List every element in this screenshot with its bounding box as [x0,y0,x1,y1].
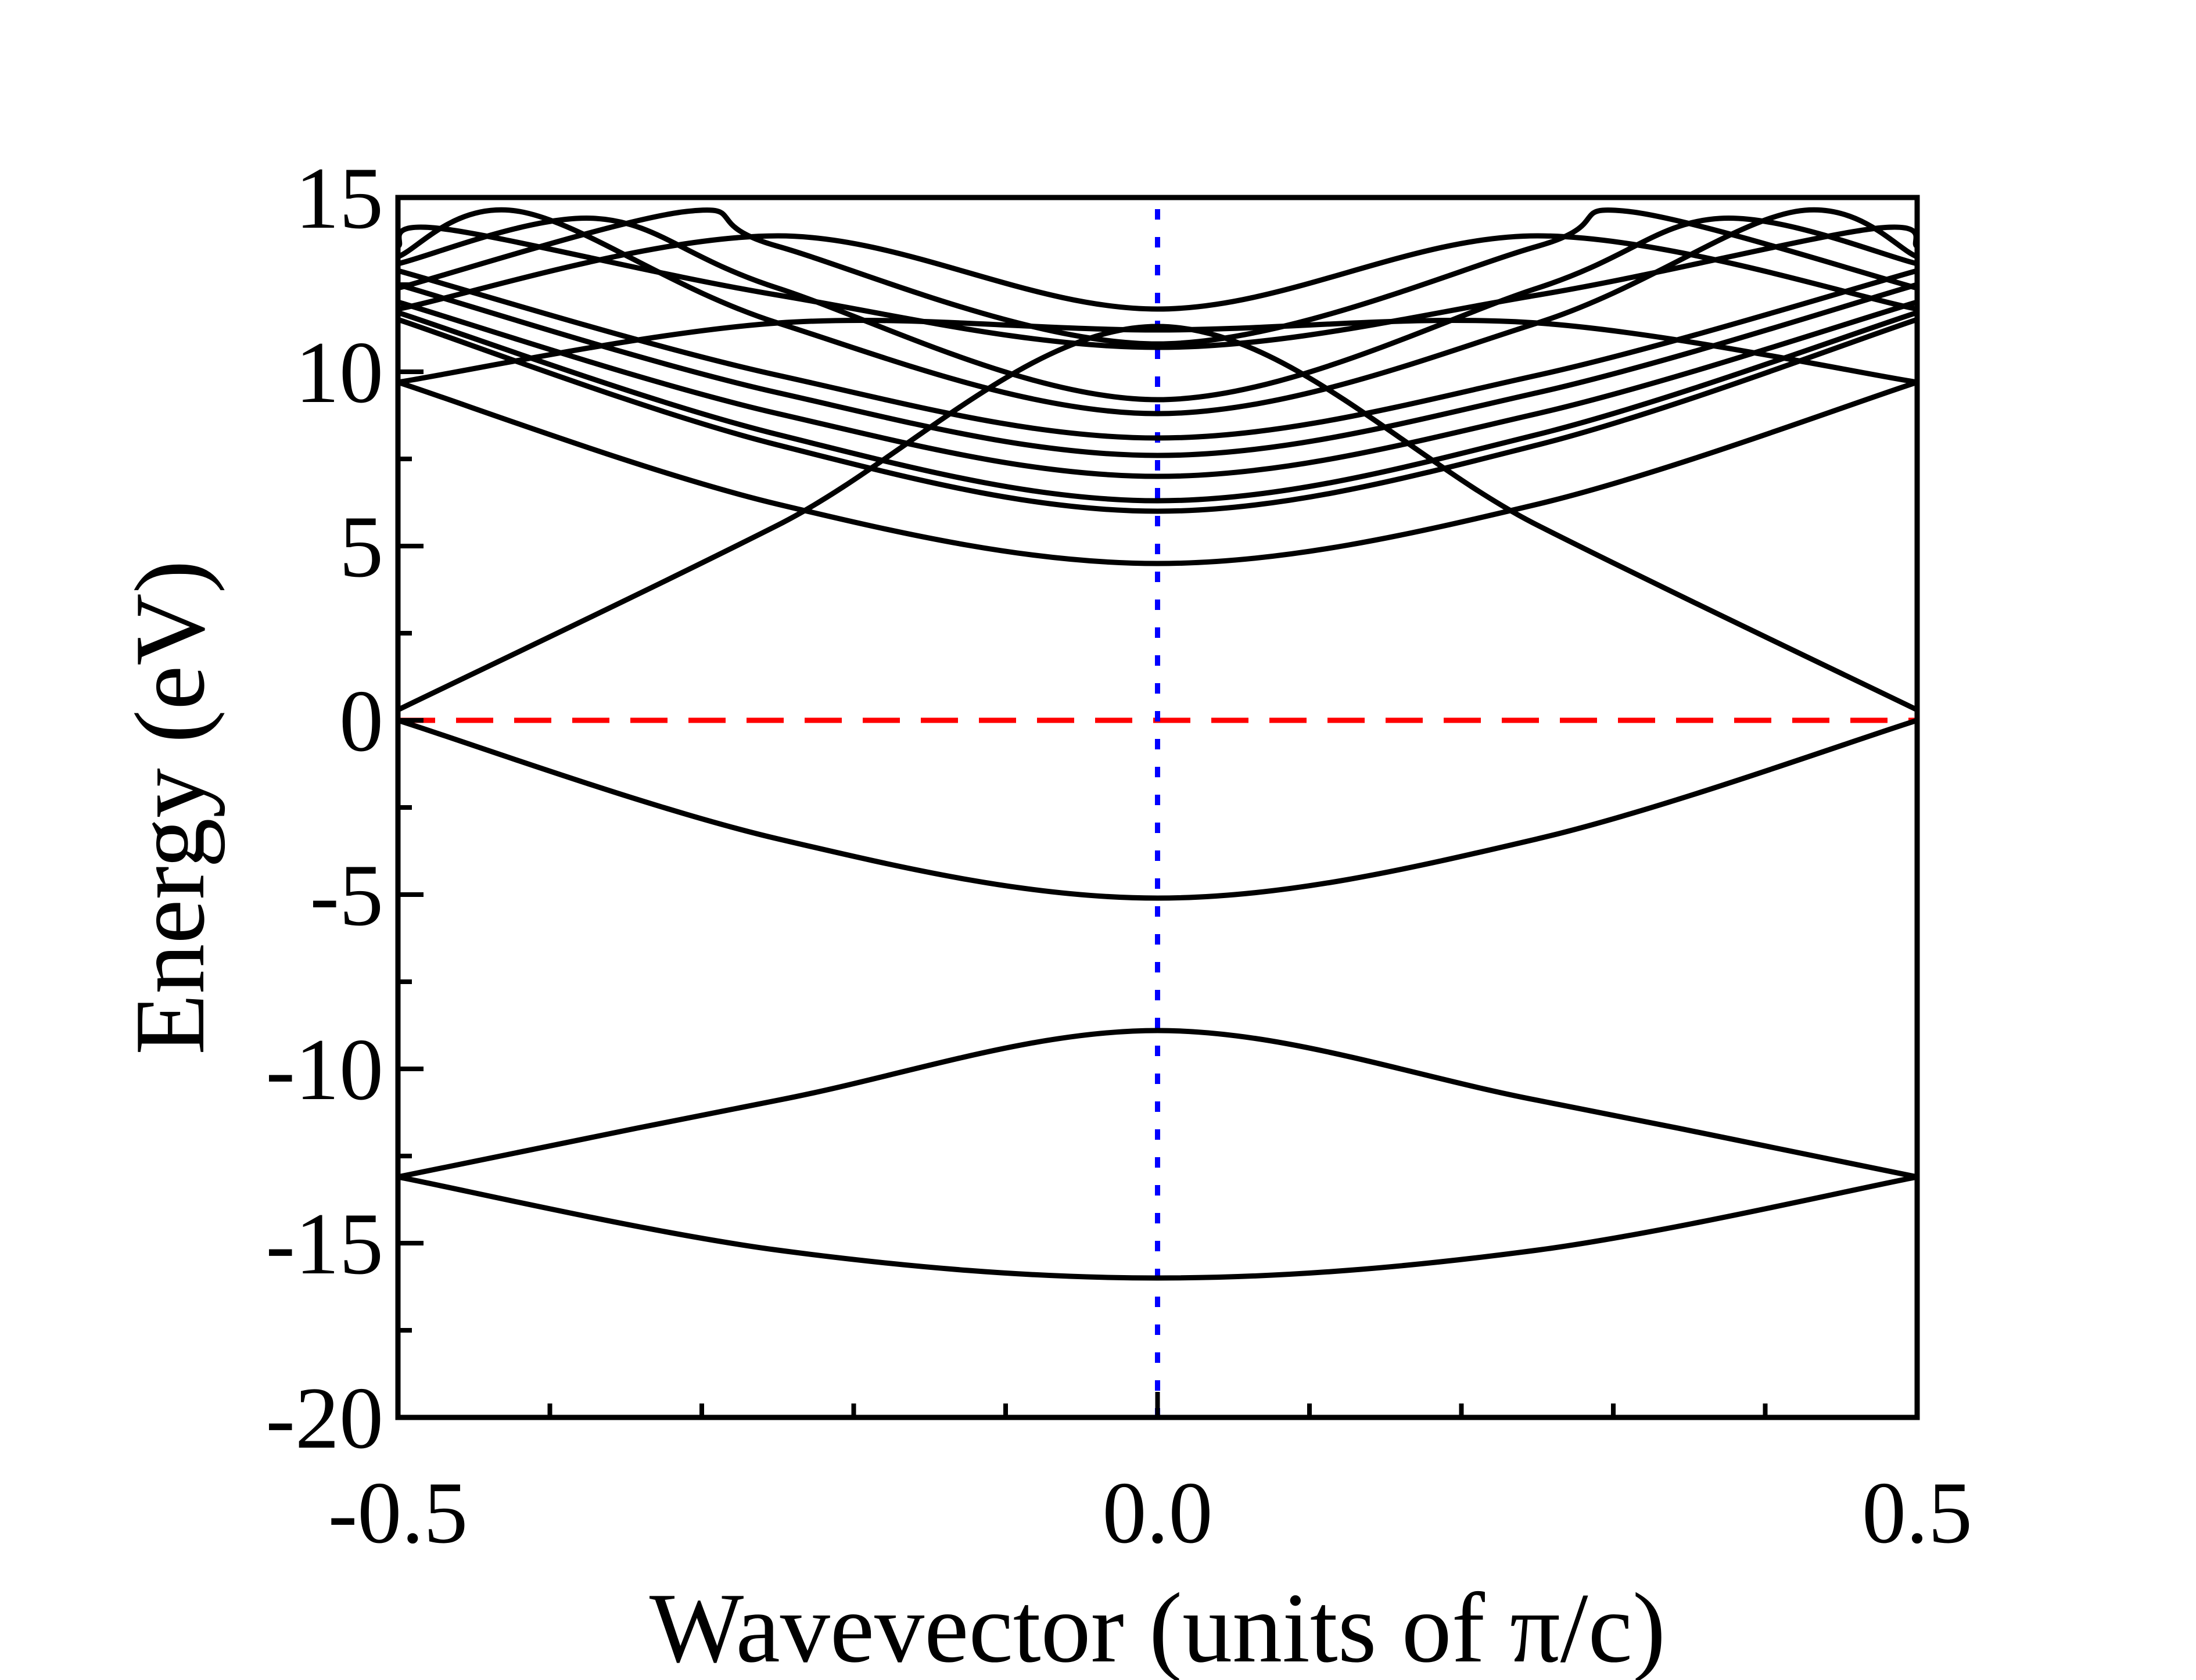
band-line-14 [398,207,1917,347]
band-line-15 [398,233,1917,312]
y-tick-label: 15 [295,149,383,247]
x-tick-label: 0.0 [1103,1464,1213,1561]
y-tick-label: -15 [265,1195,383,1293]
x-axis-title: Wavevector (units of π/c) [650,1573,1666,1680]
x-tick-label: 0.5 [1862,1464,1972,1561]
y-tick-label: -10 [265,1021,383,1118]
band-line-8 [398,310,1917,504]
band-line-5 [398,379,1917,566]
band-line-7 [398,317,1917,514]
band-line-1 [398,1174,1917,1281]
axis-ticks [396,195,1919,1420]
tick-labels: -0.5 0.0 0.5 15 10 5 0 -5 -10 -15 -20 [265,149,1972,1561]
band-line-11 [398,268,1917,441]
y-axis-title: Energy (eV) [115,560,225,1055]
band-line-12 [398,207,1917,417]
band-line-10 [398,282,1917,458]
band-line-2 [398,1028,1917,1180]
x-tick-label: -0.5 [328,1464,468,1561]
band-line-13 [398,216,1917,403]
band-line-9 [398,299,1917,479]
y-tick-label: 0 [339,672,383,770]
reference-lines [398,209,1917,1417]
y-tick-label: -20 [265,1369,383,1467]
band-line-4 [398,324,1917,713]
y-tick-label: -5 [310,846,383,944]
y-tick-label: 10 [295,324,383,421]
band-lines [398,207,1917,1281]
y-tick-label: 5 [339,498,383,595]
band-line-16 [398,224,1917,350]
band-line-3 [398,717,1917,901]
